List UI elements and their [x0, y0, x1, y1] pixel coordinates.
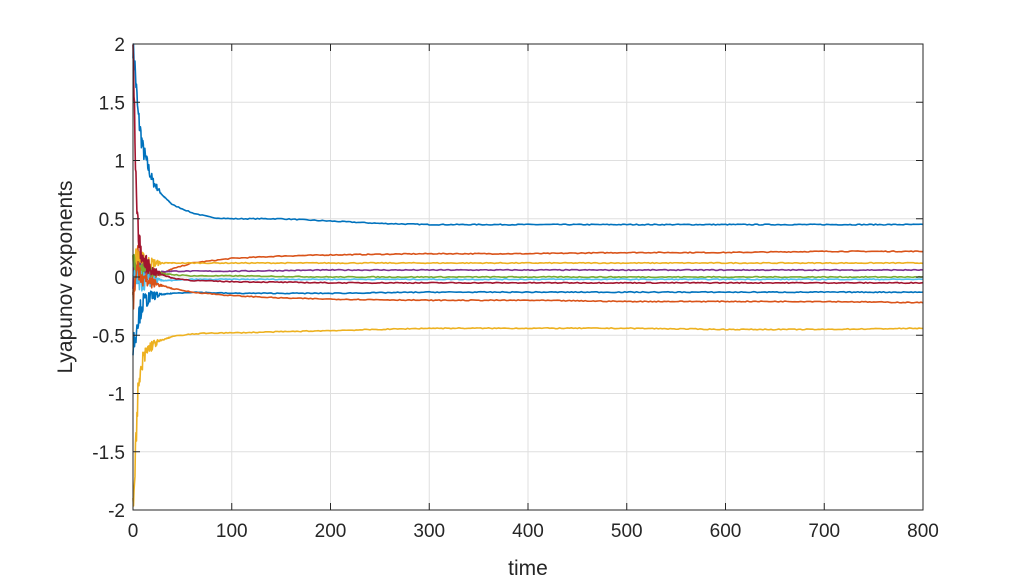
y-tick-label: 1.5 [99, 93, 125, 114]
y-tick-label: -1.5 [92, 443, 125, 464]
x-tick-label: 0 [128, 521, 139, 542]
x-tick-label: 500 [611, 521, 643, 542]
axis-ticks [132, 43, 924, 511]
y-tick-label: 0 [114, 268, 125, 289]
x-tick-label: 100 [216, 521, 248, 542]
x-tick-label: 300 [413, 521, 445, 542]
x-tick-label: 400 [512, 521, 544, 542]
series-line-10 [132, 326, 924, 507]
series-line-6 [132, 269, 924, 292]
y-tick-label: 0.5 [99, 210, 125, 231]
series-line-9 [132, 260, 924, 310]
series-lines [132, 43, 924, 507]
x-tick-label: 700 [808, 521, 840, 542]
series-line-7 [132, 44, 924, 285]
x-tick-label: 800 [907, 521, 939, 542]
y-tick-labels: -2 -1.5 -1 -0.5 0 0.5 1 1.5 2 [92, 35, 125, 522]
x-tick-label: 600 [710, 521, 742, 542]
y-tick-label: 2 [114, 35, 125, 56]
series-line-3 [132, 248, 924, 274]
y-tick-label: -2 [108, 501, 125, 522]
series-line-8 [132, 290, 924, 356]
y-tick-label: -1 [108, 385, 125, 406]
x-tick-labels: 0 100 200 300 400 500 600 700 800 [128, 521, 939, 542]
x-axis-label: time [508, 557, 548, 580]
series-line-2 [132, 244, 924, 295]
y-axis-label: Lyapunov exponents [54, 180, 77, 373]
series-line-4 [132, 260, 924, 289]
y-tick-label: -0.5 [92, 326, 125, 347]
series-line-5 [132, 253, 924, 282]
x-tick-label: 200 [315, 521, 347, 542]
y-tick-label: 1 [114, 152, 125, 173]
series-line-1 [132, 43, 924, 226]
